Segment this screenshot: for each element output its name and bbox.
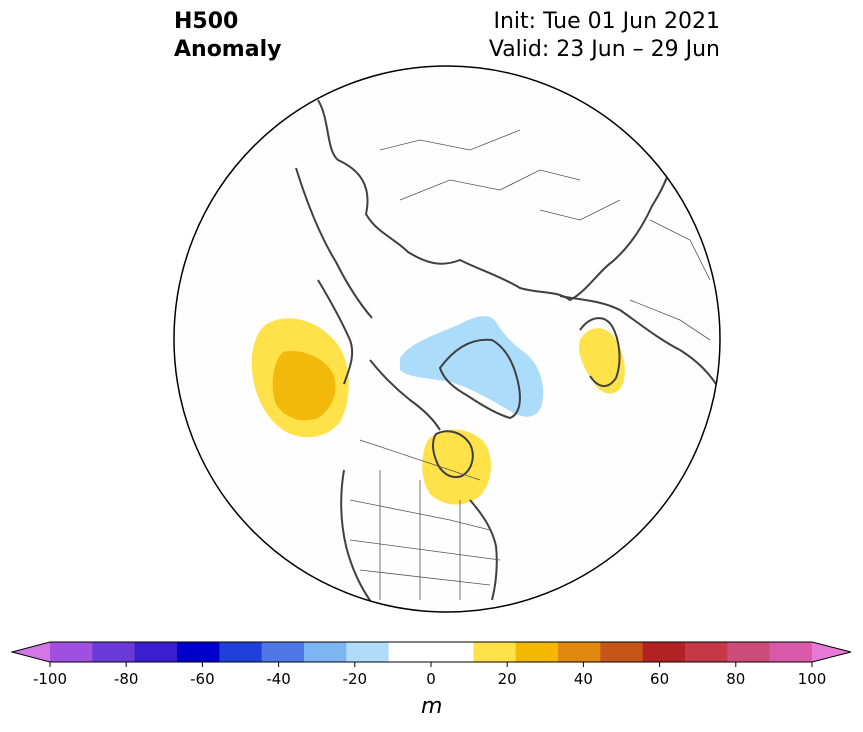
colorbar-tick-label: 80 xyxy=(726,670,745,688)
colorbar-segment xyxy=(431,642,474,662)
colorbar-segment xyxy=(219,642,263,662)
colorbar-segment xyxy=(727,642,771,662)
colorbar-tick-label: -60 xyxy=(190,670,215,688)
colorbar-segment xyxy=(769,642,813,662)
coast-hudson-bay xyxy=(432,430,474,478)
coastlines xyxy=(295,99,717,607)
colorbar-segment xyxy=(134,642,178,662)
globe-outline xyxy=(173,65,721,613)
colorbar-segment xyxy=(261,642,305,662)
colorbar-segment xyxy=(600,642,644,662)
colorbar-tick-label: -80 xyxy=(114,670,139,688)
colorbar-segment xyxy=(473,642,517,662)
anomaly-greenland xyxy=(400,316,544,417)
anomaly-gulf-alaska-inner xyxy=(272,350,336,421)
coast-asia-inner xyxy=(295,167,373,319)
colorbar-tick-label: 60 xyxy=(650,670,669,688)
colorbar-tick-label: -40 xyxy=(266,670,291,688)
coast-asia xyxy=(317,99,671,301)
coast-canada-arctic xyxy=(369,359,441,431)
colorbar-segment xyxy=(685,642,728,662)
coast-europe xyxy=(559,295,717,385)
political-borders xyxy=(349,129,711,600)
anomaly-layer xyxy=(251,316,625,505)
colorbar-tick-label: -20 xyxy=(343,670,368,688)
colorbar-segment xyxy=(558,642,601,662)
coast-scandinavia xyxy=(579,317,621,387)
coast-us-east xyxy=(469,499,498,601)
coast-alaska xyxy=(317,279,354,385)
colorbar-tick-label: -100 xyxy=(33,670,67,688)
colorbar-extend-high xyxy=(812,642,851,662)
colorbar-segment xyxy=(515,642,559,662)
colorbar-segment xyxy=(304,642,347,662)
colorbar-segment xyxy=(388,642,432,662)
map-title: H500 Anomaly xyxy=(174,8,281,64)
field-label: H500 xyxy=(174,9,239,34)
colorbar-segment xyxy=(642,642,686,662)
colorbar-segment xyxy=(50,642,93,662)
colorbar-unit: m xyxy=(421,694,443,719)
anomaly-hudson xyxy=(422,429,491,505)
valid-label: Valid: 23 Jun – 29 Jun xyxy=(488,37,720,62)
colorbar-tick-label: 40 xyxy=(574,670,593,688)
type-label: Anomaly xyxy=(174,37,282,62)
colorbar-segment xyxy=(346,642,390,662)
colorbar-extend-low xyxy=(12,642,50,662)
colorbar-tick-label: 0 xyxy=(426,670,436,688)
date-info: Init: Tue 01 Jun 2021 Valid: 23 Jun – 29… xyxy=(489,8,720,64)
colorbar-tick-label: 100 xyxy=(798,670,827,688)
colorbar-segment xyxy=(177,642,220,662)
init-label: Init: Tue 01 Jun 2021 xyxy=(493,9,721,34)
coast-us-west xyxy=(340,469,375,607)
colorbar-tick-label: 20 xyxy=(498,670,517,688)
colorbar: -100 -80 -60 -40 -20 0 20 40 60 80 100 xyxy=(10,641,852,688)
polar-map xyxy=(173,65,721,613)
colorbar-segment xyxy=(92,642,136,662)
coast-greenland xyxy=(439,338,521,419)
